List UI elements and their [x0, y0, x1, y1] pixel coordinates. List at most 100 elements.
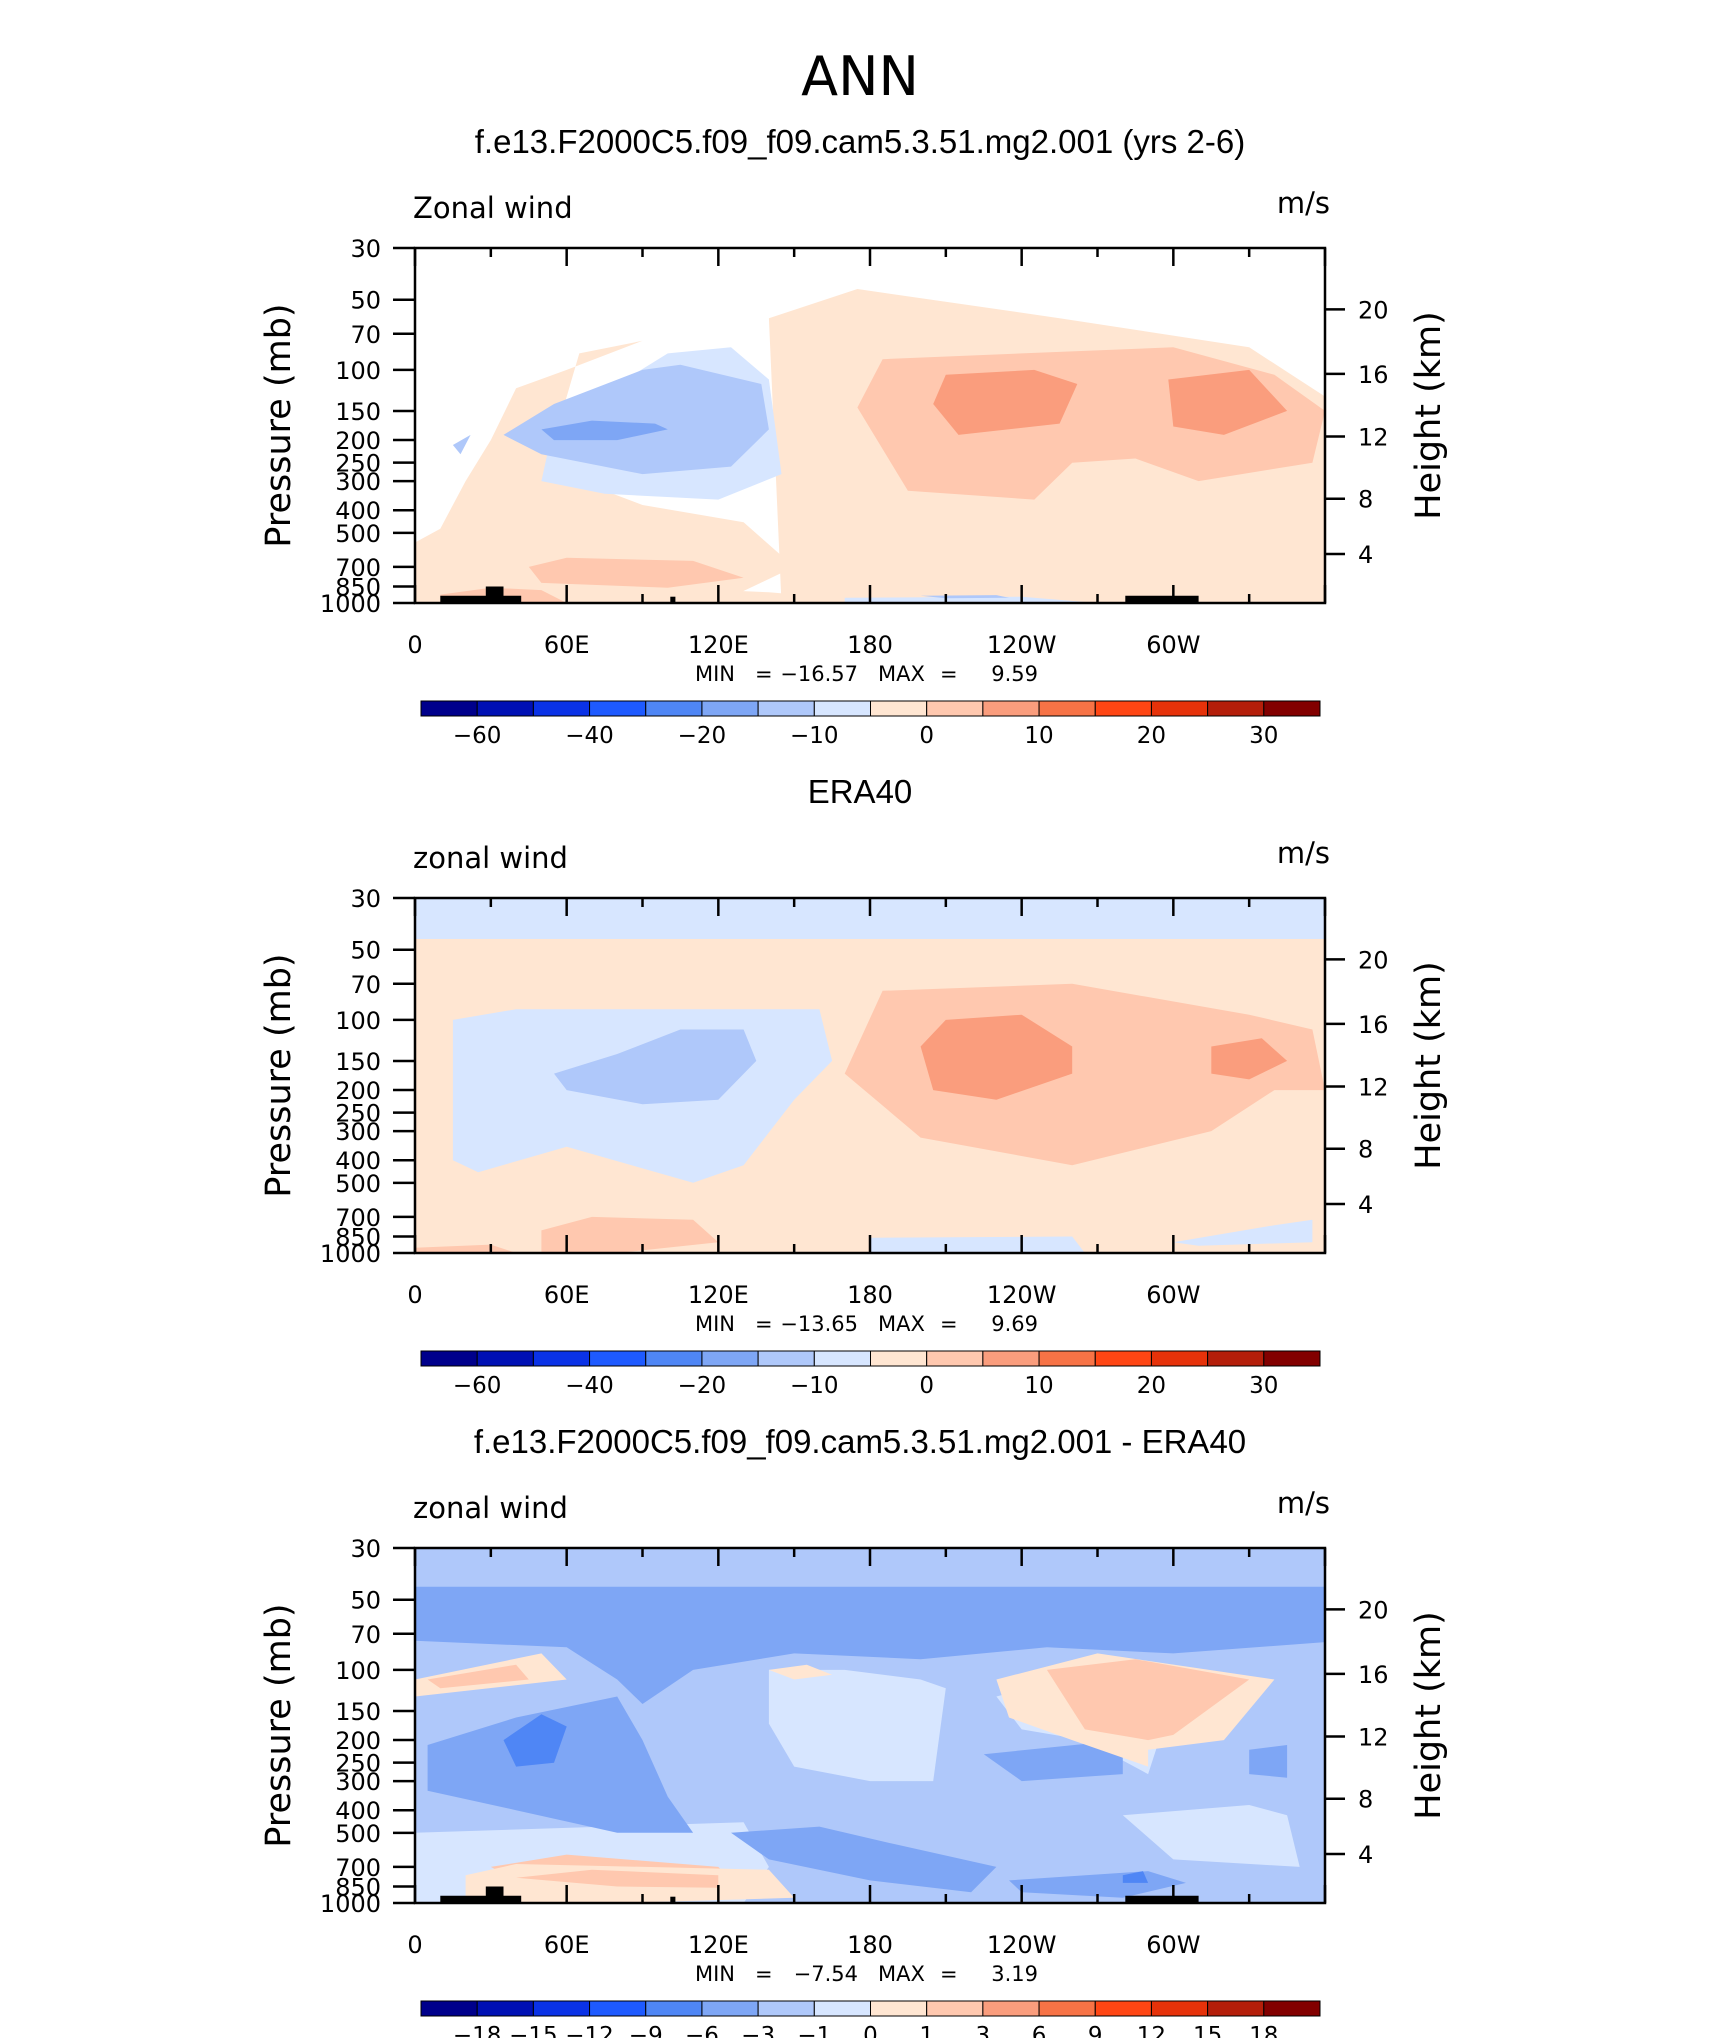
colorbar-label: −20	[678, 1373, 727, 1399]
max-label: MAX	[878, 1962, 925, 1986]
colorbar-label: 30	[1249, 1373, 1278, 1399]
x-tick-label: 60E	[544, 1281, 590, 1309]
plot-area	[415, 289, 1325, 603]
y-tick-label: 100	[335, 1007, 381, 1035]
contour-field	[844, 596, 1098, 603]
x-tick-label: 180	[847, 631, 893, 659]
contour-field	[731, 1826, 997, 1893]
variable-label: Zonal wind	[413, 191, 573, 225]
y-tick-label: 850	[335, 1874, 381, 1902]
colorbar-label: 1	[919, 2023, 934, 2038]
y2-tick-label: 16	[1358, 361, 1389, 389]
contour-field	[1211, 1038, 1288, 1080]
colorbar-label: 12	[1137, 2023, 1166, 2038]
y-tick-label: 400	[335, 1147, 381, 1175]
contour-field	[516, 1869, 719, 1888]
y-tick-label: 1000	[320, 1890, 381, 1918]
contour-field	[1173, 1219, 1313, 1246]
y-tick-label: 500	[335, 520, 381, 548]
x-tick-label: 0	[407, 1931, 422, 1959]
colorbar-label: 9	[1088, 2023, 1103, 2038]
units-label: m/s	[1277, 836, 1330, 870]
variable-label: zonal wind	[413, 841, 568, 875]
colorbar-swatch	[1207, 700, 1265, 717]
max-label: MAX	[878, 662, 925, 686]
colorbar-label: −6	[685, 2023, 719, 2038]
panel-title: ERA40	[808, 773, 913, 810]
y-tick-label: 150	[335, 398, 381, 426]
y2-tick-label: 4	[1358, 1191, 1373, 1219]
colorbar-label: −40	[565, 1373, 614, 1399]
y-tick-label: 250	[335, 450, 381, 478]
y-tick-label: 30	[350, 885, 381, 913]
y-tick-label: 50	[350, 287, 381, 315]
contour-field	[1122, 1871, 1149, 1883]
panel-3: f.e13.F2000C5.f09_f09.cam5.3.51.mg2.001 …	[259, 1423, 1449, 2043]
x-tick-label: 120E	[688, 1931, 749, 1959]
colorbar-swatch	[757, 2000, 815, 2017]
y-axis-title: Pressure (mb)	[259, 953, 299, 1197]
colorbar-swatch	[476, 700, 534, 717]
y2-tick-label: 20	[1358, 946, 1389, 974]
colorbar-swatch	[532, 2000, 591, 2017]
colorbar-swatch	[982, 2000, 1040, 2017]
colorbar-label: −60	[453, 723, 502, 749]
colorbar-label: 10	[1024, 1373, 1053, 1399]
contour-field	[768, 1669, 946, 1782]
colorbar-label: −20	[678, 723, 727, 749]
x-tick-label: 0	[407, 1281, 422, 1309]
contour-field	[1122, 1805, 1300, 1867]
colorbar-swatch	[1150, 700, 1209, 717]
y2-tick-label: 16	[1358, 1661, 1389, 1689]
colorbar-swatch	[1150, 1350, 1209, 1367]
contour-field	[1046, 1659, 1250, 1741]
colorbar-swatch	[757, 1350, 815, 1367]
y-tick-label: 500	[335, 1170, 381, 1198]
colorbar-swatch	[420, 2000, 478, 2017]
colorbar-label: 10	[1024, 723, 1053, 749]
colorbar-swatch	[589, 700, 647, 717]
colorbar-label: −10	[790, 723, 839, 749]
colorbar-swatch	[532, 1350, 591, 1367]
contour-field	[554, 1029, 757, 1105]
colorbar-label: −15	[509, 2023, 558, 2038]
y-tick-label: 1000	[320, 1240, 381, 1268]
colorbar-label: −9	[629, 2023, 663, 2038]
x-tick-label: 120W	[987, 631, 1057, 659]
figure-title: ANN	[801, 45, 919, 108]
x-tick-label: 60W	[1146, 1931, 1200, 1959]
y2-axis-title: Height (km)	[1409, 961, 1449, 1170]
contour-field	[415, 1586, 1325, 1704]
colorbar-swatch	[1207, 1350, 1265, 1367]
colorbar-swatch	[1094, 2000, 1152, 2017]
contour-field	[503, 1714, 567, 1767]
contour-field	[415, 898, 1325, 939]
colorbar-label: −12	[565, 2023, 614, 2038]
min-label: MIN	[695, 1312, 735, 1336]
topography	[670, 1896, 676, 1903]
colorbar-swatch	[476, 2000, 534, 2017]
min-value: −13.65	[780, 1312, 858, 1336]
contour-field	[768, 1664, 833, 1680]
colorbar-swatch	[645, 700, 703, 717]
contour-field	[920, 595, 1009, 599]
y2-tick-label: 20	[1358, 1596, 1389, 1624]
y-tick-label: 50	[350, 1587, 381, 1615]
plot-area	[415, 898, 1325, 1253]
contour-field	[541, 1216, 719, 1253]
contour-field	[983, 1740, 1123, 1782]
colorbar-label: −60	[453, 1373, 502, 1399]
min-value: −7.54	[794, 1962, 858, 1986]
colorbar-label: 20	[1137, 1373, 1166, 1399]
y-tick-label: 700	[335, 1854, 381, 1882]
min-label: MIN	[695, 662, 735, 686]
y-tick-label: 300	[335, 1118, 381, 1146]
max-value: 3.19	[991, 1962, 1038, 1986]
colorbar-swatch	[420, 1350, 478, 1367]
y-tick-label: 30	[350, 235, 381, 263]
colorbar-swatch	[589, 1350, 647, 1367]
y-tick-label: 250	[335, 1750, 381, 1778]
y-axis-title: Pressure (mb)	[259, 1603, 299, 1847]
